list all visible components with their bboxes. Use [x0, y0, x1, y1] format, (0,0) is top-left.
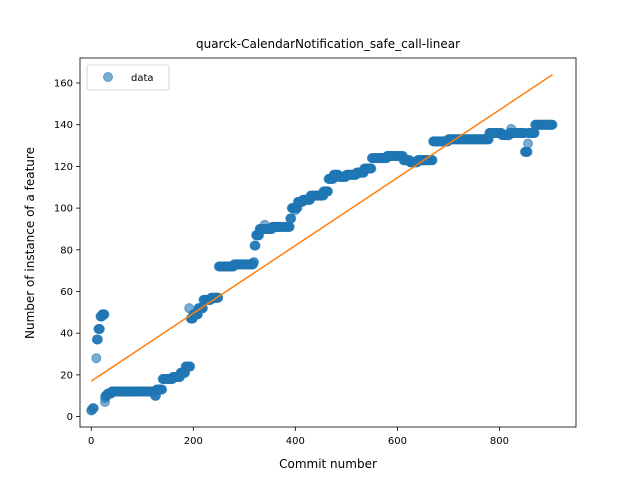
y-tick-label-7: 140 [54, 120, 73, 131]
y-tick-label-8: 160 [54, 79, 73, 90]
data-point-189 [185, 361, 196, 372]
x-tick-label-1: 200 [184, 436, 203, 447]
data-point-906 [97, 309, 108, 320]
y-tick-label-4: 80 [60, 245, 73, 256]
plot-area-frame [79, 57, 577, 428]
data-point-900 [184, 303, 195, 314]
data-point-384 [284, 221, 295, 232]
data-point-314 [249, 257, 260, 268]
y-axis-ticks: 0 20 40 60 80 100 120 140 160 [54, 79, 80, 423]
x-tick-label-0: 0 [88, 436, 94, 447]
data-point-864 [529, 128, 540, 139]
data-point-902 [523, 138, 534, 149]
data-point-12 [94, 324, 105, 335]
y-tick-label-6: 120 [54, 162, 73, 173]
legend-box [86, 64, 170, 91]
data-points [86, 119, 558, 416]
x-tick-label-4: 800 [490, 436, 509, 447]
data-point-8 [92, 334, 103, 345]
data-point-907 [100, 392, 111, 403]
x-axis-ticks: 0 200 400 600 800 [88, 427, 509, 447]
data-point-903 [290, 205, 301, 216]
fit-line [90, 74, 553, 382]
data-point-317 [250, 240, 261, 251]
data-point-387 [286, 213, 297, 224]
data-point-904 [318, 190, 329, 201]
data-point-901 [259, 219, 270, 230]
legend: data [86, 64, 170, 91]
data-point-850 [522, 146, 533, 157]
chart-title: quarck-CalendarNotification_safe_call-li… [196, 37, 460, 51]
y-tick-label-3: 60 [60, 287, 73, 298]
data-point-899 [547, 119, 558, 130]
data-point-544 [366, 163, 377, 174]
data-point-4 [88, 403, 99, 414]
legend-entry-data: data [131, 73, 154, 84]
fit-line-group [90, 74, 553, 382]
data-point-664 [427, 155, 438, 166]
y-axis-label: Number of instance of a feature [23, 147, 37, 339]
data-point-134 [157, 384, 168, 395]
data-point-5 [91, 353, 102, 364]
legend-marker-data [103, 72, 113, 82]
y-tick-label-2: 40 [60, 329, 73, 340]
data-point-905 [506, 123, 517, 134]
x-tick-label-3: 600 [388, 436, 407, 447]
y-tick-label-5: 100 [54, 204, 73, 215]
y-tick-label-0: 0 [67, 412, 73, 423]
x-tick-label-2: 400 [286, 436, 305, 447]
y-tick-label-1: 20 [60, 370, 73, 381]
x-axis-label: Commit number [279, 457, 377, 471]
